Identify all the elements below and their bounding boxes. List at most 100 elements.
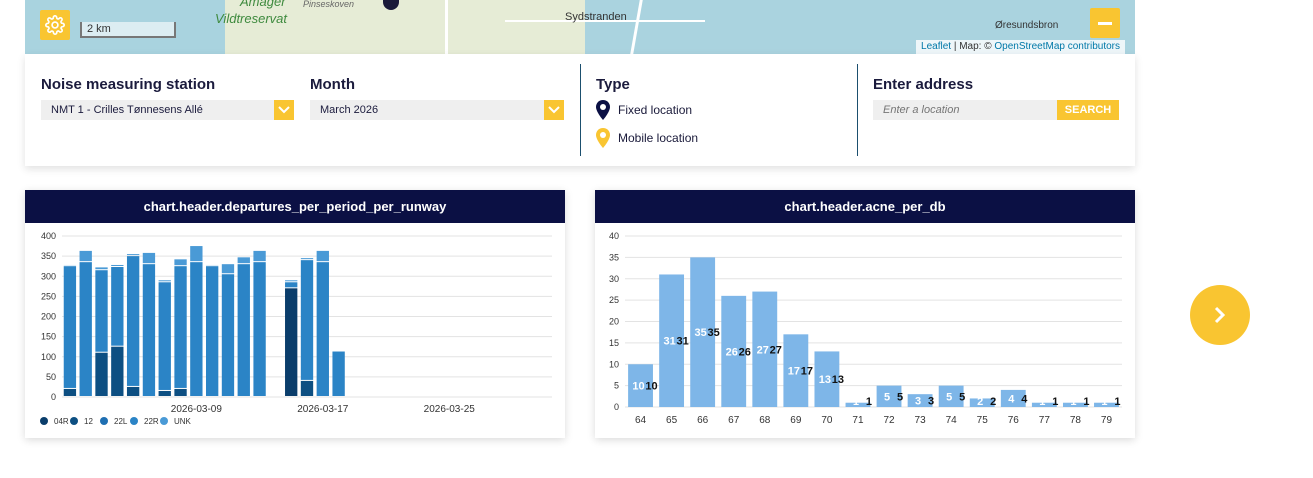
acne-chart-card: chart.header.acne_per_db 0 5 10 15 20 25 30 35 4… (595, 190, 1135, 438)
divider (580, 64, 581, 156)
y-tick-label: 30 (609, 274, 619, 284)
station-select-value: NMT 1 - Crilles Tønnesens Allé (51, 104, 203, 116)
x-tick-label: 67 (728, 415, 740, 426)
legend-marker (70, 417, 78, 425)
minus-icon (1098, 21, 1112, 25)
data-label: 31 (676, 336, 688, 348)
y-tick-label: 400 (41, 231, 56, 241)
y-tick-label: 40 (609, 231, 619, 241)
y-tick-label: 200 (41, 312, 56, 322)
bar-segment (221, 274, 235, 396)
map-view[interactable]: Amager Vildtreservat Pinseskoven Sydstra… (25, 0, 1135, 54)
map-attribution: Leaflet | Map: © OpenStreetMap contribut… (916, 40, 1125, 54)
bar-segment (237, 264, 250, 396)
legend-marker (40, 417, 48, 425)
y-tick-label: 35 (609, 252, 619, 262)
map-label-amager: Amager (240, 0, 286, 9)
bar-segment (253, 262, 266, 396)
x-tick-label: 68 (759, 415, 771, 426)
type-filter: Type Fixed location Mobile location (586, 54, 856, 166)
bar-segment (63, 388, 77, 396)
station-select[interactable]: NMT 1 - Crilles Tønnesens Allé (41, 100, 294, 120)
bar (628, 364, 653, 407)
map-road (445, 0, 448, 54)
type-fixed-option[interactable]: Fixed location (596, 100, 692, 120)
y-tick-label: 250 (41, 291, 56, 301)
y-tick-label: 10 (609, 359, 619, 369)
x-tick-label: 64 (635, 415, 647, 426)
departures-chart-card: chart.header.departures_per_period_per_r… (25, 190, 565, 438)
data-label-inner: 1 (1101, 396, 1107, 408)
bar-segment (332, 351, 345, 396)
bar-segment (95, 270, 108, 352)
osm-link[interactable]: OpenStreetMap contributors (994, 41, 1120, 52)
type-fixed-label: Fixed location (618, 103, 693, 117)
data-label: 1 (866, 396, 872, 408)
legend-label: 22R (144, 417, 159, 426)
y-tick-label: 25 (609, 295, 619, 305)
address-input[interactable] (873, 100, 1057, 120)
map-label-oresundsbron: Øresundsbron (995, 20, 1059, 31)
chevron-down-icon (274, 100, 294, 120)
departures-chart: 0 50 100 150 200 250 300 350 400 2026-03-09 2026-0… (40, 231, 552, 426)
map-label-vildtreservat: Vildtreservat (215, 11, 288, 26)
bar-segment (158, 390, 171, 396)
y-tick-label: 350 (41, 251, 56, 261)
month-select[interactable]: March 2026 (310, 100, 564, 120)
y-tick-label: 100 (41, 352, 56, 362)
bar (969, 398, 995, 407)
acne-chart-title: chart.header.acne_per_db (595, 190, 1135, 223)
bar-segment (95, 267, 108, 270)
map-road (505, 20, 705, 22)
map-pin-yellow-icon (596, 128, 610, 148)
bar-segment (111, 264, 124, 266)
bar-segment (126, 386, 140, 396)
map-label-pinseskoven: Pinseskoven (303, 0, 355, 9)
data-label-inner: 2 (977, 396, 983, 408)
x-tick-label: 72 (883, 415, 895, 426)
legend-marker (130, 417, 138, 425)
next-chart-button[interactable] (1190, 285, 1250, 345)
x-tick-label: 65 (666, 415, 678, 426)
search-button[interactable]: SEARCH (1057, 100, 1119, 120)
data-label: 3 (928, 396, 934, 408)
type-mobile-option[interactable]: Mobile location (596, 128, 698, 148)
x-tick-label: 2026-03-25 (424, 404, 476, 415)
bar-segment (126, 254, 140, 256)
x-tick-label: 66 (697, 415, 709, 426)
map-scale-bar: 2 km (80, 22, 176, 38)
zoom-out-button[interactable] (1090, 8, 1120, 38)
data-label-inner: 5 (884, 391, 890, 403)
legend-label: UNK (174, 417, 192, 426)
bar-segment (190, 262, 203, 396)
data-label-inner: 10 (632, 381, 644, 393)
data-label-inner: 4 (1008, 393, 1015, 405)
month-label: Month (310, 76, 355, 93)
filter-panel: Noise measuring station NMT 1 - Crilles … (25, 54, 1135, 166)
bar-segment (111, 346, 124, 396)
data-label: 26 (739, 346, 751, 358)
x-tick-label: 75 (977, 415, 989, 426)
data-label: 10 (645, 381, 657, 393)
x-tick-label: 69 (790, 415, 802, 426)
bar (845, 402, 871, 407)
x-tick-label: 2026-03-17 (297, 404, 349, 415)
map-station-pin[interactable] (383, 0, 399, 10)
bar-segment (190, 246, 203, 262)
x-tick-label: 71 (852, 415, 864, 426)
bar-segment (253, 250, 266, 262)
y-tick-label: 150 (41, 332, 56, 342)
month-select-value: March 2026 (320, 104, 379, 116)
leaflet-link[interactable]: Leaflet (921, 41, 952, 52)
bar-segment (285, 288, 298, 396)
map-settings-button[interactable] (40, 10, 70, 40)
data-label: 2 (990, 396, 996, 408)
data-label: 1 (1052, 396, 1058, 408)
data-label-inner: 1 (853, 396, 859, 408)
bar (783, 334, 809, 407)
bar-segment (142, 264, 156, 396)
bar-segment (95, 352, 108, 396)
bar-segment (174, 259, 187, 266)
bar-segment (285, 280, 298, 282)
